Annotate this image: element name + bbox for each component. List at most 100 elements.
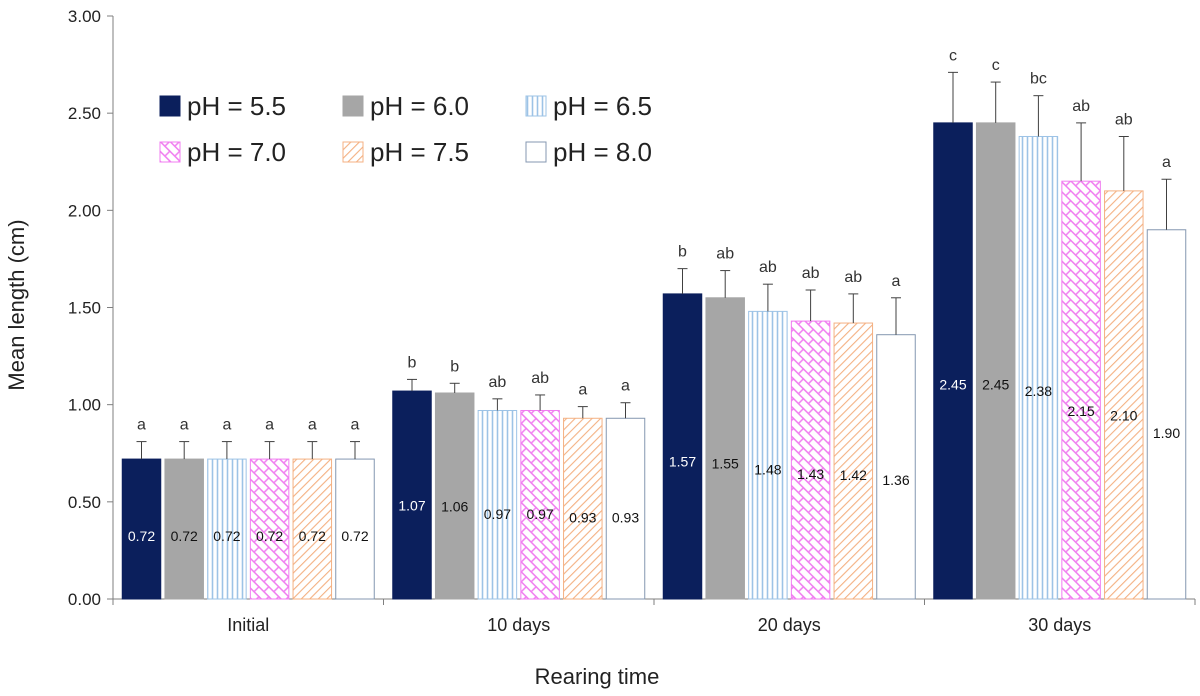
data-label: 2.15 xyxy=(1067,403,1094,419)
bar xyxy=(335,458,375,600)
y-tick-label: 0.00 xyxy=(68,590,101,609)
significance-label: bc xyxy=(1030,71,1047,88)
data-label: 0.72 xyxy=(128,528,155,544)
significance-label: ab xyxy=(716,246,734,263)
bars-layer xyxy=(121,71,1187,600)
data-label: 2.45 xyxy=(982,377,1009,393)
data-label: 1.90 xyxy=(1153,425,1180,441)
y-tick-label: 1.00 xyxy=(68,396,101,415)
y-tick-label: 3.00 xyxy=(68,7,101,26)
significance-label: b xyxy=(678,244,687,261)
bar xyxy=(164,458,204,600)
bar xyxy=(121,458,162,600)
bar xyxy=(1146,229,1187,600)
bar xyxy=(662,293,703,600)
bar xyxy=(434,392,475,600)
data-label: 1.57 xyxy=(669,454,696,470)
x-category-label: 30 days xyxy=(1028,615,1091,635)
x-category-label: 10 days xyxy=(487,615,550,635)
legend: pH = 5.5 pH = 6.0 pH = 6.5 pH = 7.0 pH = 7.5… xyxy=(159,91,652,167)
significance-label: ab xyxy=(531,370,549,387)
significance-label: a xyxy=(180,417,189,434)
bar xyxy=(748,310,788,600)
legend-label: pH = 5.5 xyxy=(187,91,286,121)
bar xyxy=(477,409,518,600)
significance-label: ab xyxy=(844,269,862,286)
bar xyxy=(520,409,560,600)
significance-label: c xyxy=(949,47,957,64)
significance-label: a xyxy=(308,417,317,434)
data-label: 1.07 xyxy=(398,497,425,513)
data-label: 0.72 xyxy=(341,528,368,544)
bar xyxy=(207,458,247,600)
legend-label: pH = 8.0 xyxy=(553,137,652,167)
data-label: 0.93 xyxy=(612,510,639,526)
bar xyxy=(933,122,973,600)
bar xyxy=(392,390,432,600)
data-label: 1.42 xyxy=(840,467,867,483)
y-axis-title: Mean length (cm) xyxy=(4,219,29,390)
significance-label: ab xyxy=(802,265,820,282)
significance-label: ab xyxy=(1115,111,1133,128)
legend-swatch xyxy=(342,141,364,163)
y-tick-label: 0.50 xyxy=(68,493,101,512)
x-category-label: 20 days xyxy=(758,615,821,635)
significance-label: a xyxy=(351,417,360,434)
data-label: 0.97 xyxy=(484,506,511,522)
data-label: 0.72 xyxy=(213,528,240,544)
significance-label: ab xyxy=(489,374,507,391)
bar xyxy=(833,322,874,600)
data-label: 1.43 xyxy=(797,466,824,482)
significance-label: b xyxy=(408,354,417,371)
significance-label: a xyxy=(578,382,587,399)
y-tick-label: 1.50 xyxy=(68,299,101,318)
data-label: 2.10 xyxy=(1110,407,1137,423)
data-label: 1.55 xyxy=(712,455,739,471)
data-label: 0.97 xyxy=(526,506,553,522)
significance-label: a xyxy=(621,378,630,395)
x-axis-title: Rearing time xyxy=(535,664,660,689)
data-label: 0.72 xyxy=(171,528,198,544)
significance-label: ab xyxy=(1072,98,1090,115)
significance-label: a xyxy=(892,273,901,290)
legend-swatch xyxy=(525,141,547,163)
significance-label: a xyxy=(265,417,274,434)
significance-label: a xyxy=(222,417,231,434)
bar xyxy=(705,297,745,600)
data-label: 2.45 xyxy=(939,377,966,393)
legend-swatch xyxy=(342,95,364,117)
legend-label: pH = 7.0 xyxy=(187,137,286,167)
bar xyxy=(876,334,916,600)
significance-label: ab xyxy=(759,259,777,276)
data-label: 1.06 xyxy=(441,498,468,514)
legend-swatch xyxy=(159,95,181,117)
significance-label: b xyxy=(450,358,459,375)
labels-layer: 0.72 a 0.72 a 0.72 a 0.72 a 0.72 a 0.72 a 1.07 b 1.06 b… xyxy=(128,47,1180,544)
bar xyxy=(975,122,1016,600)
significance-label: c xyxy=(992,57,1000,74)
data-label: 2.38 xyxy=(1025,383,1052,399)
significance-label: a xyxy=(1162,154,1171,171)
legend-label: pH = 6.5 xyxy=(553,91,652,121)
legend-swatch xyxy=(159,141,181,163)
bar xyxy=(292,458,333,600)
x-category-label: Initial xyxy=(227,615,269,635)
bar xyxy=(1061,180,1101,600)
data-label: 1.48 xyxy=(754,462,781,478)
bar xyxy=(563,417,603,600)
data-label: 1.36 xyxy=(882,472,909,488)
legend-label: pH = 7.5 xyxy=(370,137,469,167)
legend-label: pH = 6.0 xyxy=(370,91,469,121)
y-tick-label: 2.50 xyxy=(68,104,101,123)
bar xyxy=(605,417,646,600)
bar xyxy=(1018,135,1059,600)
data-label: 0.72 xyxy=(299,528,326,544)
bar xyxy=(249,458,290,600)
data-label: 0.72 xyxy=(256,528,283,544)
y-tick-label: 2.00 xyxy=(68,201,101,220)
bar xyxy=(790,320,831,600)
bar xyxy=(1104,190,1144,600)
data-label: 0.93 xyxy=(569,510,596,526)
legend-swatch xyxy=(525,95,547,117)
